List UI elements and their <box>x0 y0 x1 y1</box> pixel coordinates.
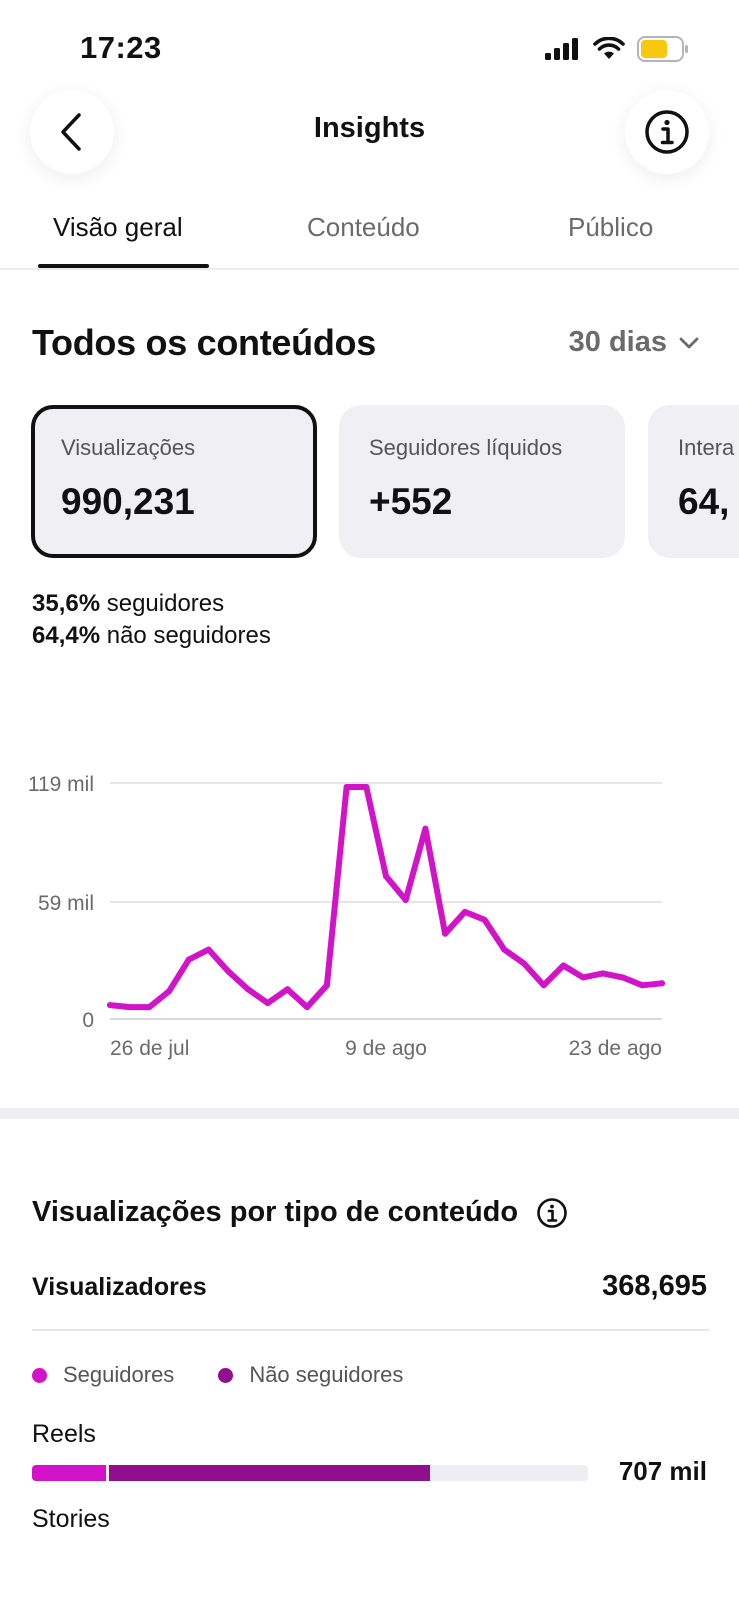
content-type-label-stories: Stories <box>32 1505 110 1533</box>
legend-label: Não seguidores <box>249 1362 404 1387</box>
period-selector[interactable]: 30 dias <box>569 326 699 359</box>
views-data-point <box>284 986 291 993</box>
legend-label: Seguidores <box>63 1362 175 1387</box>
non-followers-split: 64,4% não seguidores <box>32 622 271 650</box>
tab-overview[interactable]: Visão geral <box>53 212 183 242</box>
views-data-point <box>599 970 606 977</box>
reels-bar <box>32 1465 588 1481</box>
views-data-point <box>442 930 449 937</box>
views-data-point <box>540 982 547 989</box>
views-data-point <box>245 986 251 993</box>
x-tick-label: 9 de ago <box>345 1037 427 1060</box>
metric-card-label: Seguidores líquidos <box>369 435 563 460</box>
views-data-point <box>146 1004 153 1011</box>
views-data-point <box>225 968 232 975</box>
info-icon <box>645 110 689 154</box>
x-tick-label: 23 de ago <box>569 1037 662 1060</box>
period-label: 30 dias <box>568 326 667 358</box>
views-data-point <box>383 873 389 880</box>
views-data-point <box>264 1000 271 1007</box>
battery-icon <box>637 36 688 62</box>
chevron-left-icon <box>61 113 81 151</box>
views-data-point <box>166 988 173 995</box>
tab-audience[interactable]: Público <box>568 212 654 242</box>
x-tick-label: 26 de jul <box>110 1037 189 1060</box>
page-title: Insights <box>313 112 426 144</box>
legend-item-followers: Seguidores <box>32 1362 174 1388</box>
views-data-point <box>126 1004 133 1011</box>
views-data-point <box>205 946 212 953</box>
views-data-point <box>501 946 508 953</box>
views-data-point <box>580 974 587 981</box>
views-data-point <box>422 825 429 832</box>
metric-cards: Visualizações 990,231 Seguidores líquido… <box>0 405 739 560</box>
divider <box>32 1329 709 1331</box>
metric-card-value: +552 <box>369 481 453 522</box>
status-time: 17:23 <box>80 30 162 65</box>
active-tab-indicator <box>38 264 209 268</box>
y-tick-label: 119 mil <box>28 773 94 796</box>
wifi-icon <box>593 37 625 59</box>
views-data-point <box>461 908 468 915</box>
y-tick-label: 0 <box>82 1009 94 1032</box>
viewers-value: 368,695 <box>602 1270 707 1302</box>
views-line-chart: 0 59 mil 119 mil 26 de jul 9 de ago 23 de ago <box>28 773 665 1060</box>
chevron-down-icon <box>679 337 699 348</box>
cellular-signal-icon <box>545 38 578 60</box>
reels-bar-followers <box>32 1465 106 1481</box>
metric-card-label: Visualizações <box>61 435 196 460</box>
info-button[interactable] <box>625 90 709 174</box>
info-icon[interactable] <box>536 1197 568 1229</box>
content-type-title-text: Visualizações por tipo de conteúdo <box>32 1196 519 1228</box>
status-bar: 17:23 <box>0 0 739 90</box>
legend-item-non-followers: Não seguidores <box>218 1362 403 1388</box>
views-data-point <box>107 1002 113 1009</box>
followers-split: 35,6% seguidores <box>32 590 224 618</box>
content-type-label-reels: Reels <box>32 1420 96 1448</box>
followers-label: seguidores <box>106 590 225 617</box>
views-series-line <box>107 784 665 1011</box>
legend-dot-non-followers <box>218 1367 234 1383</box>
section-divider <box>0 1108 739 1119</box>
views-data-point <box>521 960 527 967</box>
content-type-title: Visualizações por tipo de conteúdo <box>32 1196 568 1229</box>
reels-bar-non-followers <box>108 1465 430 1481</box>
views-data-point <box>304 1004 311 1011</box>
views-data-point <box>639 982 646 989</box>
views-data-point <box>659 980 665 987</box>
header: Insights <box>0 86 739 178</box>
metric-card-views[interactable]: Visualizações 990,231 <box>31 405 317 558</box>
status-icons <box>545 34 689 64</box>
back-button[interactable] <box>30 90 114 174</box>
non-followers-label: não seguidores <box>106 622 271 649</box>
views-data-point <box>343 783 350 790</box>
metric-card-label: Intera <box>678 435 735 460</box>
y-tick-label: 59 mil <box>38 892 94 915</box>
tab-bar: Visão geral Conteúdo Público <box>0 200 739 270</box>
metric-card-net-followers[interactable]: Seguidores líquidos +552 <box>339 405 625 558</box>
views-data-point <box>323 982 330 989</box>
metric-card-value: 64, <box>678 481 730 522</box>
legend: Seguidores Não seguidores <box>32 1362 403 1388</box>
tab-content[interactable]: Conteúdo <box>307 212 420 242</box>
non-followers-pct: 64,4% <box>32 622 101 649</box>
section-title: Todos os conteúdos <box>32 322 376 363</box>
views-data-point <box>402 897 409 904</box>
legend-dot-followers <box>32 1367 47 1383</box>
viewers-label: Visualizadores <box>32 1273 207 1301</box>
followers-pct: 35,6% <box>32 590 101 617</box>
views-data-point <box>185 956 192 963</box>
views-data-point <box>619 974 626 981</box>
metric-card-value: 990,231 <box>61 481 195 522</box>
views-data-point <box>363 783 370 790</box>
views-data-point <box>560 962 567 969</box>
reels-value: 707 mil <box>618 1456 707 1486</box>
metric-card-interactions[interactable]: Intera 64, <box>648 405 739 558</box>
views-data-point <box>481 916 488 923</box>
